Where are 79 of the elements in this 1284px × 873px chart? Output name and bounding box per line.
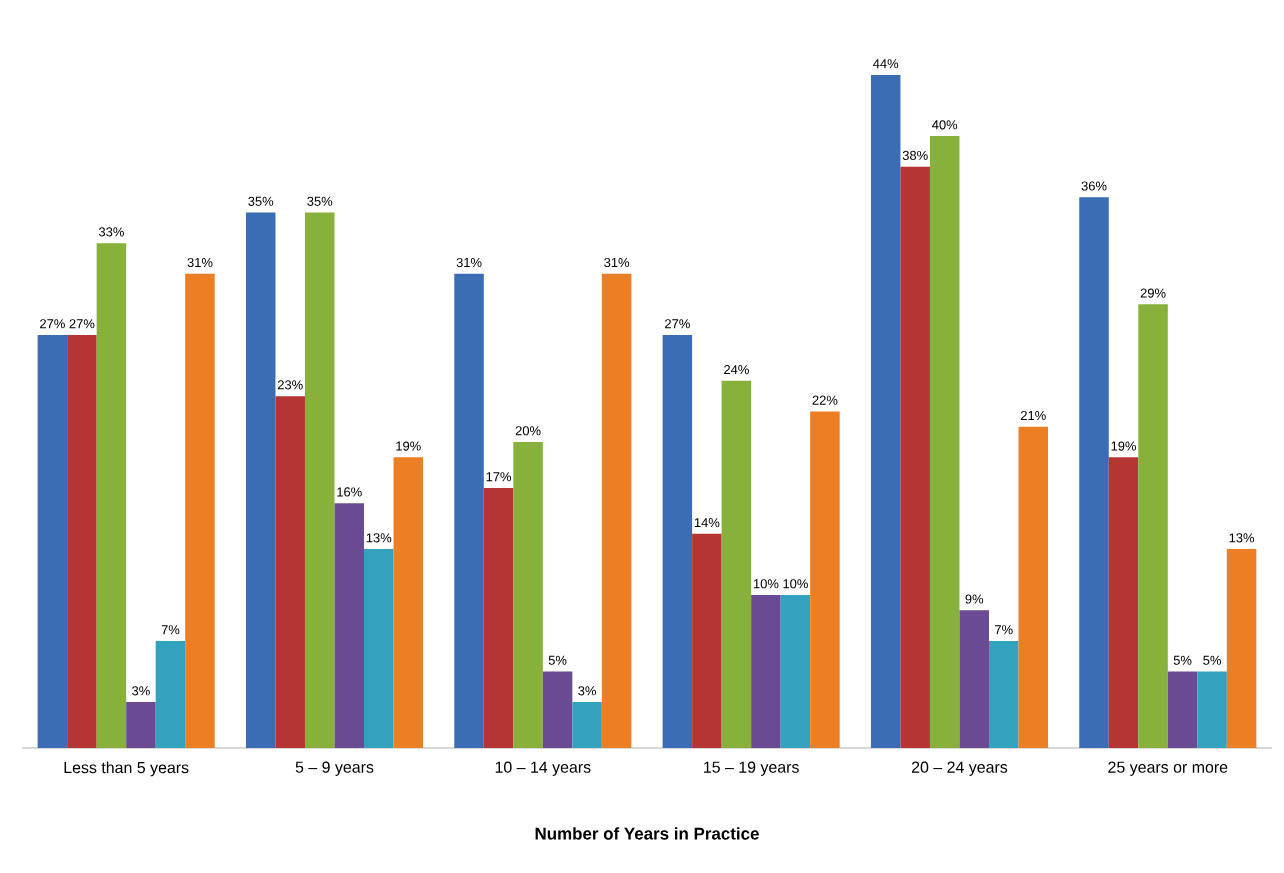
data-label: 20% — [515, 426, 541, 436]
data-label: 29% — [1140, 288, 1166, 298]
data-label: 31% — [187, 257, 213, 268]
data-label: 27% — [665, 319, 690, 329]
data-label: 7% — [995, 625, 1013, 635]
x-axis-title: Number of Years in Practice — [535, 827, 759, 840]
bar — [483, 487, 514, 748]
bar — [334, 503, 365, 748]
bar — [393, 457, 424, 748]
data-label: 44% — [873, 59, 899, 69]
bar — [364, 549, 394, 748]
data-label: 22% — [812, 395, 838, 405]
x-tick-label: 10 – 14 years — [495, 761, 591, 776]
x-tick-label: 25 years or more — [1108, 761, 1228, 776]
bar — [1167, 671, 1198, 748]
data-label: 17% — [486, 472, 512, 482]
data-label: 31% — [456, 257, 482, 268]
bar — [751, 595, 781, 748]
data-label: 13% — [366, 533, 392, 543]
data-label: 10% — [753, 579, 779, 589]
bar — [601, 273, 632, 748]
data-label: 5% — [1173, 655, 1192, 665]
bar — [275, 396, 305, 748]
data-label: 10% — [783, 579, 808, 589]
bar — [1018, 426, 1049, 748]
data-label: 33% — [98, 227, 124, 237]
bar — [67, 334, 97, 748]
data-label: 7% — [161, 625, 180, 635]
data-label: 35% — [248, 196, 274, 206]
data-label: 36% — [1081, 181, 1107, 191]
bar — [780, 595, 811, 748]
bar — [810, 411, 840, 748]
bar — [454, 273, 484, 748]
data-label: 13% — [1229, 533, 1255, 543]
bar — [1138, 304, 1168, 748]
data-label: 19% — [1111, 441, 1137, 451]
data-label: 27% — [69, 319, 95, 329]
bar — [542, 671, 573, 748]
data-label: 24% — [724, 365, 749, 375]
bar — [572, 702, 602, 748]
data-label: 35% — [307, 196, 333, 206]
data-label: 21% — [1020, 410, 1046, 421]
data-label: 23% — [277, 380, 303, 390]
bar — [900, 166, 930, 748]
bar — [1079, 197, 1109, 748]
x-tick-label: 20 – 24 years — [911, 761, 1008, 776]
bar — [1197, 671, 1227, 748]
bar — [1108, 457, 1139, 748]
data-label: 9% — [965, 594, 984, 604]
bar — [959, 610, 989, 748]
data-label: 31% — [604, 257, 630, 268]
bar — [37, 334, 68, 748]
bar — [662, 334, 693, 748]
data-label: 19% — [396, 441, 421, 451]
data-label: 5% — [548, 655, 567, 665]
bar — [155, 640, 186, 748]
bar — [304, 212, 335, 748]
x-tick-label: 5 – 9 years — [295, 761, 374, 776]
bar — [721, 380, 752, 748]
data-label: 3% — [578, 686, 596, 696]
data-label: 40% — [932, 120, 958, 130]
bar — [1226, 549, 1257, 748]
bar — [245, 212, 276, 748]
data-label: 27% — [40, 319, 65, 329]
bar — [126, 702, 156, 748]
data-label: 5% — [1203, 655, 1221, 665]
x-tick-label: 15 – 19 years — [704, 761, 799, 776]
bar — [96, 243, 127, 748]
bar — [185, 273, 215, 748]
bar — [692, 533, 722, 748]
bar — [988, 640, 1019, 748]
bar — [929, 136, 960, 748]
bar — [513, 442, 543, 748]
data-label: 3% — [132, 686, 150, 696]
data-label: 14% — [694, 518, 720, 528]
x-tick-label: Less than 5 years — [64, 761, 189, 777]
data-label: 16% — [337, 487, 362, 497]
bar — [870, 74, 901, 748]
data-label: 38% — [902, 150, 928, 160]
